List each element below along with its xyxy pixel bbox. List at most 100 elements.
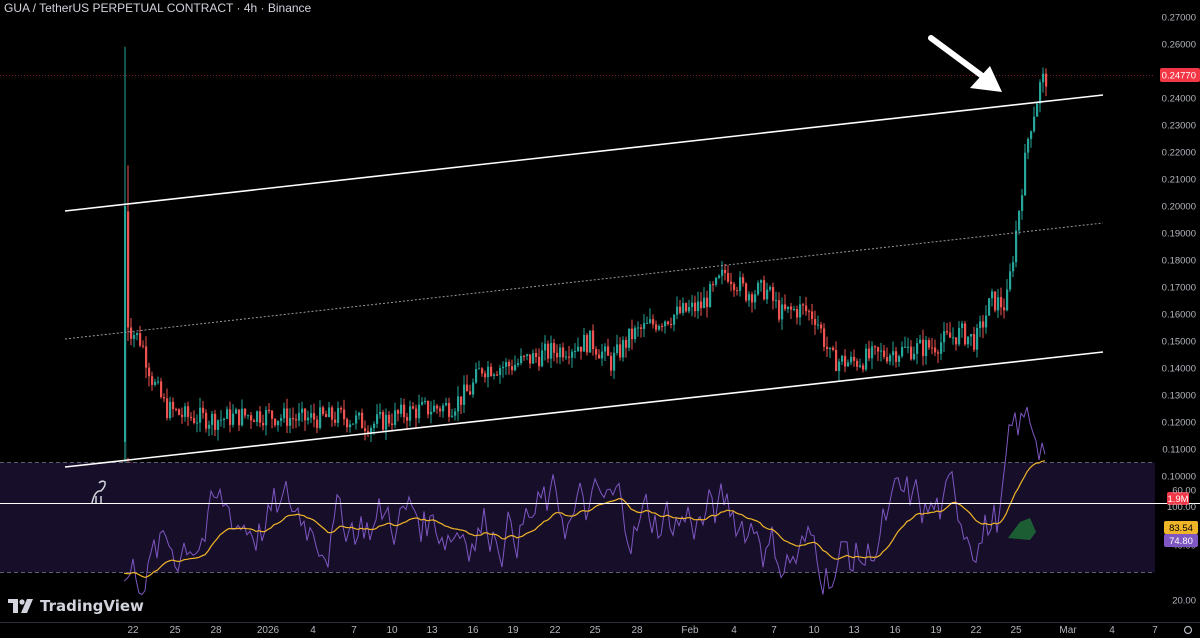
- candle-body: [184, 406, 187, 417]
- candle-body: [481, 368, 484, 374]
- candle-body: [886, 356, 889, 362]
- candle-body: [745, 283, 748, 301]
- current-price-tag: [1160, 68, 1200, 82]
- candle-body: [904, 346, 907, 348]
- candle-body: [793, 308, 796, 310]
- candle-body: [478, 368, 481, 370]
- candle-body: [943, 331, 946, 343]
- candle-body: [559, 347, 562, 358]
- candle-body: [592, 330, 595, 350]
- candle-body: [982, 321, 985, 328]
- candle-body: [868, 348, 871, 359]
- candle-body: [865, 348, 868, 370]
- date-tick-label: 2026: [257, 625, 280, 636]
- date-tick-label: 22: [970, 625, 982, 636]
- candle-body: [625, 339, 628, 348]
- candle-body: [373, 423, 376, 429]
- channel-middle-line: [64, 222, 1104, 340]
- candle-body: [733, 284, 736, 291]
- candle-body: [919, 339, 922, 344]
- candle-body: [979, 321, 982, 328]
- candle-body: [583, 334, 586, 352]
- candle-body: [181, 414, 184, 417]
- candle-body: [541, 350, 544, 367]
- symbol-title: GUA / TetherUS PERPETUAL CONTRACT · 4h ·…: [4, 1, 312, 15]
- candle-body: [697, 301, 700, 312]
- candle-body: [724, 269, 727, 274]
- candle-body: [976, 327, 979, 350]
- candle-body: [667, 321, 670, 325]
- candle-body: [721, 269, 724, 276]
- candle-body: [649, 319, 652, 323]
- candle-body: [856, 360, 859, 367]
- candle-body: [616, 344, 619, 353]
- candle-body: [163, 397, 166, 399]
- candle-body: [916, 343, 919, 354]
- candle-body: [598, 354, 601, 359]
- date-tick-label: 4: [310, 625, 316, 636]
- price-tick-label: 0.26000: [1162, 40, 1196, 51]
- candle-body: [580, 346, 583, 352]
- candle-body: [874, 346, 877, 348]
- candle-body: [853, 356, 856, 361]
- candle-body: [769, 287, 772, 290]
- candle-body: [205, 412, 208, 429]
- rsi-pane[interactable]: [0, 406, 1155, 596]
- candle-body: [172, 401, 175, 410]
- candle-body: [271, 410, 274, 419]
- candle-body: [532, 353, 535, 364]
- candle-body: [493, 374, 496, 376]
- date-tick-label: 28: [210, 625, 222, 636]
- candle-body: [802, 304, 805, 306]
- candle-body: [862, 365, 865, 370]
- date-tick-label: 16: [467, 625, 479, 636]
- candle-body: [664, 321, 667, 327]
- candle-body: [997, 297, 1000, 311]
- candle-body: [331, 407, 334, 420]
- candle-body: [787, 306, 790, 310]
- candle-body: [685, 303, 688, 312]
- candle-body: [226, 409, 229, 419]
- candle-body: [148, 367, 151, 377]
- candle-body: [652, 319, 655, 325]
- channel-lower-line: [64, 351, 1104, 468]
- price-tick-label: 0.27000: [1162, 13, 1196, 24]
- date-tick-label: 22: [549, 625, 561, 636]
- candle-body: [712, 284, 715, 286]
- candle-body: [565, 356, 568, 358]
- date-tick-label: 22: [127, 625, 139, 636]
- candle-body: [661, 326, 664, 328]
- candle-body: [550, 343, 553, 359]
- candle-body: [613, 352, 616, 371]
- drawings-layer[interactable]: [0, 35, 1155, 504]
- candle-body: [379, 412, 382, 415]
- candle-body: [586, 334, 589, 353]
- rsi-line: [123, 406, 1046, 596]
- candle-body: [367, 431, 370, 435]
- candle-body: [514, 364, 517, 371]
- volume-label: 1.9M: [1167, 494, 1188, 505]
- candle-body: [796, 308, 799, 318]
- candle-body: [1009, 271, 1012, 290]
- candle-body: [247, 415, 250, 417]
- date-tick-label: 10: [386, 625, 398, 636]
- candle-body: [889, 355, 892, 362]
- candle-body: [358, 412, 361, 416]
- candle-body: [409, 406, 412, 421]
- candle-body: [232, 413, 235, 425]
- candle-body: [811, 311, 814, 320]
- rsi-value: 74.80: [1169, 536, 1193, 547]
- candle-body: [241, 408, 244, 426]
- candle-body: [484, 373, 487, 378]
- candle-body: [577, 346, 580, 351]
- candle-body: [376, 414, 379, 424]
- rsi-ma-value: 83.54: [1169, 523, 1193, 534]
- price-pane[interactable]: [124, 46, 1048, 466]
- candle-body: [826, 346, 829, 350]
- candle-body: [751, 294, 754, 303]
- settings-gear-icon: [1183, 625, 1193, 635]
- dino-icon: [91, 480, 106, 504]
- candle-body: [847, 362, 850, 367]
- annotation-arrow-head: [970, 66, 1002, 92]
